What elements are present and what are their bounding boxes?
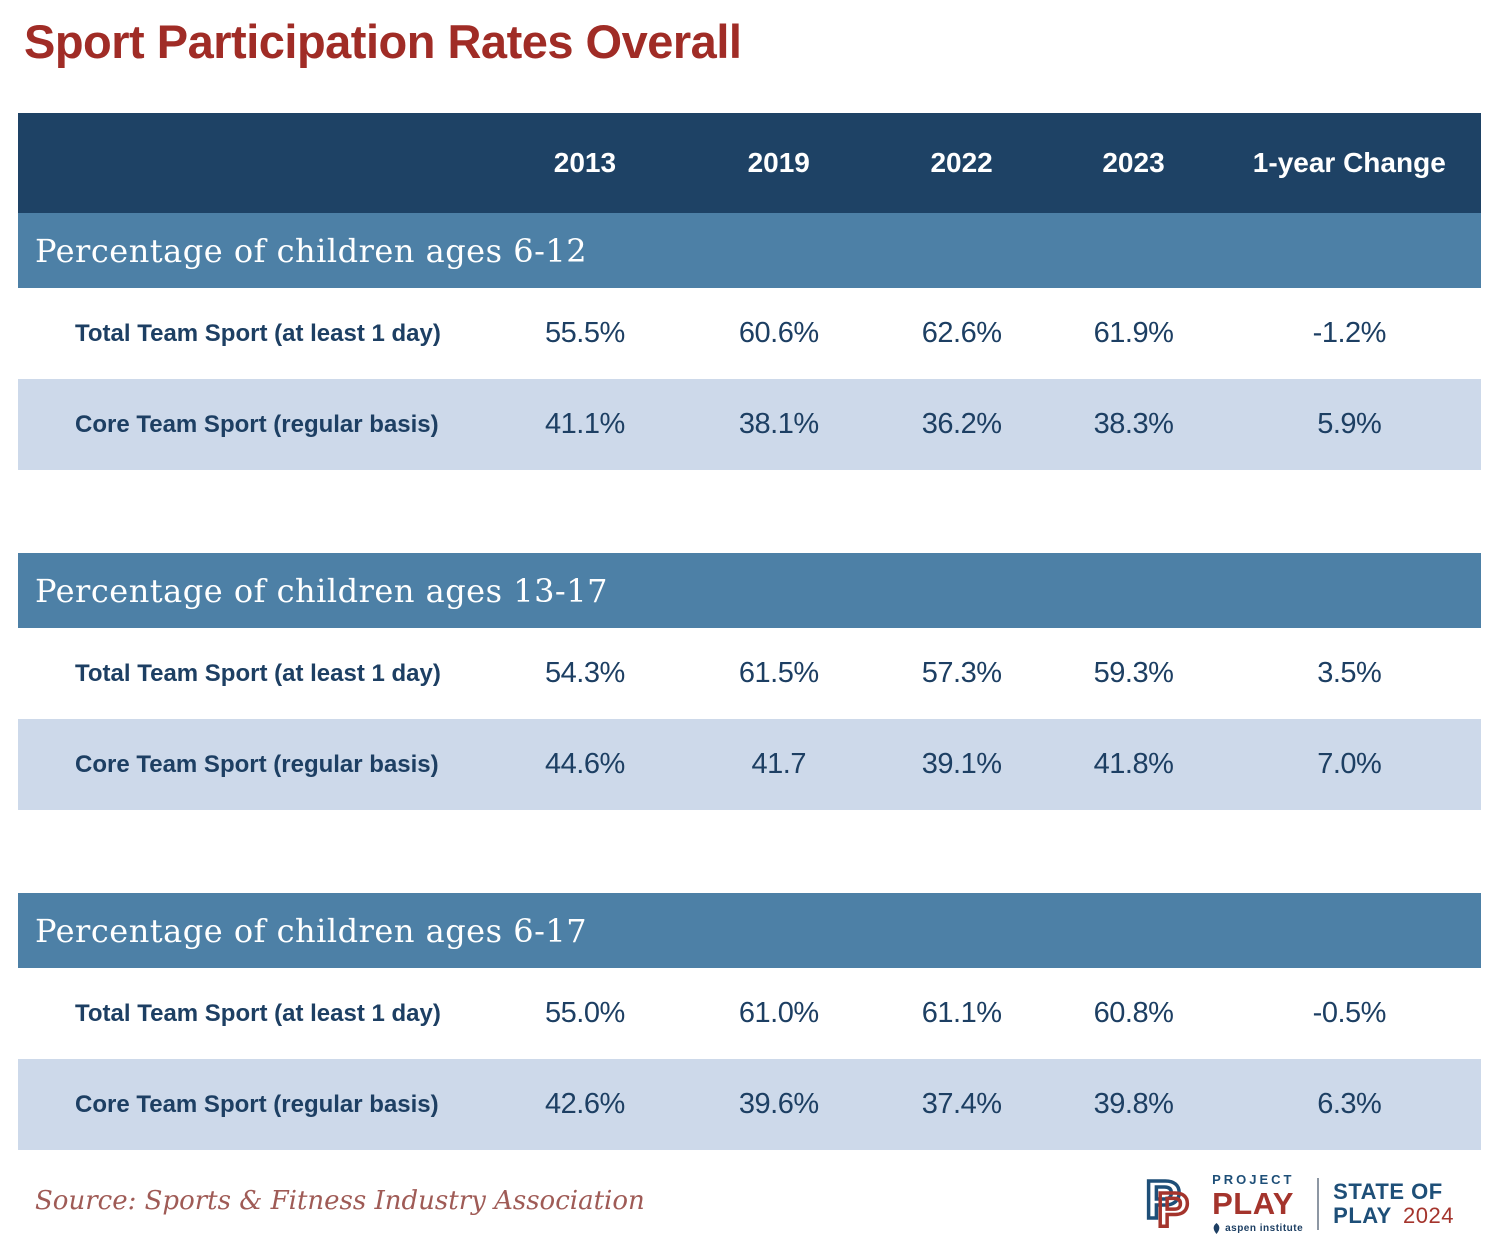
table-row: Total Team Sport (at least 1 day) 55.0% … xyxy=(18,968,1481,1059)
cell-value: 41.1% xyxy=(545,408,625,440)
table-row: Total Team Sport (at least 1 day) 54.3% … xyxy=(18,628,1481,719)
cell-value: 38.3% xyxy=(1093,408,1174,440)
cell-value: 38.1% xyxy=(738,408,819,440)
table-row: Total Team Sport (at least 1 day) 55.5% … xyxy=(18,288,1481,379)
project-play-wordmark: PROJECT PLAY aspen institute xyxy=(1212,1173,1303,1234)
cell-value: 6.3% xyxy=(1317,1088,1382,1120)
cell-value: 39.8% xyxy=(1093,1088,1174,1120)
column-header-2022: 2022 xyxy=(930,147,993,178)
table-row: Core Team Sport (regular basis) 41.1% 38… xyxy=(18,379,1481,470)
section-header-ages-6-12: Percentage of children ages 6-12 xyxy=(18,213,1481,288)
cell-value: 42.6% xyxy=(545,1088,625,1120)
svg-text:P: P xyxy=(1145,1170,1181,1230)
column-header-2013: 2013 xyxy=(553,147,617,178)
cell-value: 7.0% xyxy=(1317,748,1382,780)
aspen-leaf-icon xyxy=(1213,1223,1220,1234)
source-attribution: Source: Sports & Fitness Industry Associ… xyxy=(35,1186,645,1216)
column-header-2019: 2019 xyxy=(747,147,810,178)
project-play-logo: P P PROJECT PLAY aspen institute STATE O… xyxy=(1143,1168,1454,1239)
state-of-play-year: PLAY 2024 xyxy=(1333,1202,1454,1228)
cell-value: 39.6% xyxy=(738,1088,819,1120)
cell-value: 41.7 xyxy=(751,748,807,780)
cell-value: 3.5% xyxy=(1317,657,1382,689)
column-header-2023: 2023 xyxy=(1102,147,1165,178)
row-label: Core Team Sport (regular basis) xyxy=(75,410,439,438)
cell-value: 41.8% xyxy=(1093,748,1174,780)
participation-table: 2013 2019 2022 2023 1-year Change Percen… xyxy=(18,113,1481,1150)
cell-value: 5.9% xyxy=(1317,408,1382,440)
table-row: Core Team Sport (regular basis) 44.6% 41… xyxy=(18,719,1481,810)
play-label: PLAY xyxy=(1333,1202,1392,1228)
cell-value: 54.3% xyxy=(545,657,625,689)
row-label: Total Team Sport (at least 1 day) xyxy=(75,659,441,687)
cell-value: 62.6% xyxy=(921,317,1002,349)
year-label: 2024 xyxy=(1403,1202,1454,1228)
row-label: Core Team Sport (regular basis) xyxy=(75,1090,439,1118)
row-label: Core Team Sport (regular basis) xyxy=(75,750,439,778)
section-header-ages-6-17: Percentage of children ages 6-17 xyxy=(18,893,1481,968)
cell-value: 44.6% xyxy=(545,748,625,780)
cell-value: 59.3% xyxy=(1093,657,1174,689)
table-header-row: 2013 2019 2022 2023 1-year Change xyxy=(18,113,1481,213)
state-of-label: STATE OF xyxy=(1333,1179,1443,1205)
cell-value: 57.3% xyxy=(921,657,1002,689)
cell-value: 37.4% xyxy=(921,1088,1002,1120)
project-play-monogram-icon: P P xyxy=(1143,1168,1202,1239)
row-label: Total Team Sport (at least 1 day) xyxy=(75,999,441,1027)
aspen-institute-line: aspen institute xyxy=(1212,1223,1303,1234)
cell-value: 61.1% xyxy=(921,997,1002,1029)
section-header-ages-13-17: Percentage of children ages 13-17 xyxy=(18,553,1481,628)
row-label: Total Team Sport (at least 1 day) xyxy=(75,319,441,347)
cell-value: 61.5% xyxy=(738,657,819,689)
cell-value: 55.5% xyxy=(545,317,625,349)
play-label: PLAY xyxy=(1212,1186,1294,1221)
cell-value: 55.0% xyxy=(545,997,625,1029)
cell-value: 60.6% xyxy=(738,317,819,349)
svg-text:P: P xyxy=(1157,1184,1189,1234)
state-of-play-wordmark: STATE OF PLAY 2024 xyxy=(1333,1180,1454,1226)
section-gap xyxy=(18,810,1481,893)
cell-value: 60.8% xyxy=(1093,997,1174,1029)
cell-value: 39.1% xyxy=(921,748,1002,780)
cell-value: 36.2% xyxy=(921,408,1002,440)
cell-value: 61.9% xyxy=(1093,317,1174,349)
project-label: PROJECT xyxy=(1212,1172,1295,1187)
aspen-institute-label: aspen institute xyxy=(1225,1222,1304,1234)
section-gap xyxy=(18,470,1481,553)
page-title: Sport Participation Rates Overall xyxy=(24,15,742,68)
cell-value: 61.0% xyxy=(738,997,819,1029)
cell-value: -0.5% xyxy=(1312,997,1387,1029)
table-row: Core Team Sport (regular basis) 42.6% 39… xyxy=(18,1059,1481,1150)
logo-divider xyxy=(1317,1177,1320,1230)
column-header-change: 1-year Change xyxy=(1252,147,1446,178)
cell-value: -1.2% xyxy=(1312,317,1387,349)
